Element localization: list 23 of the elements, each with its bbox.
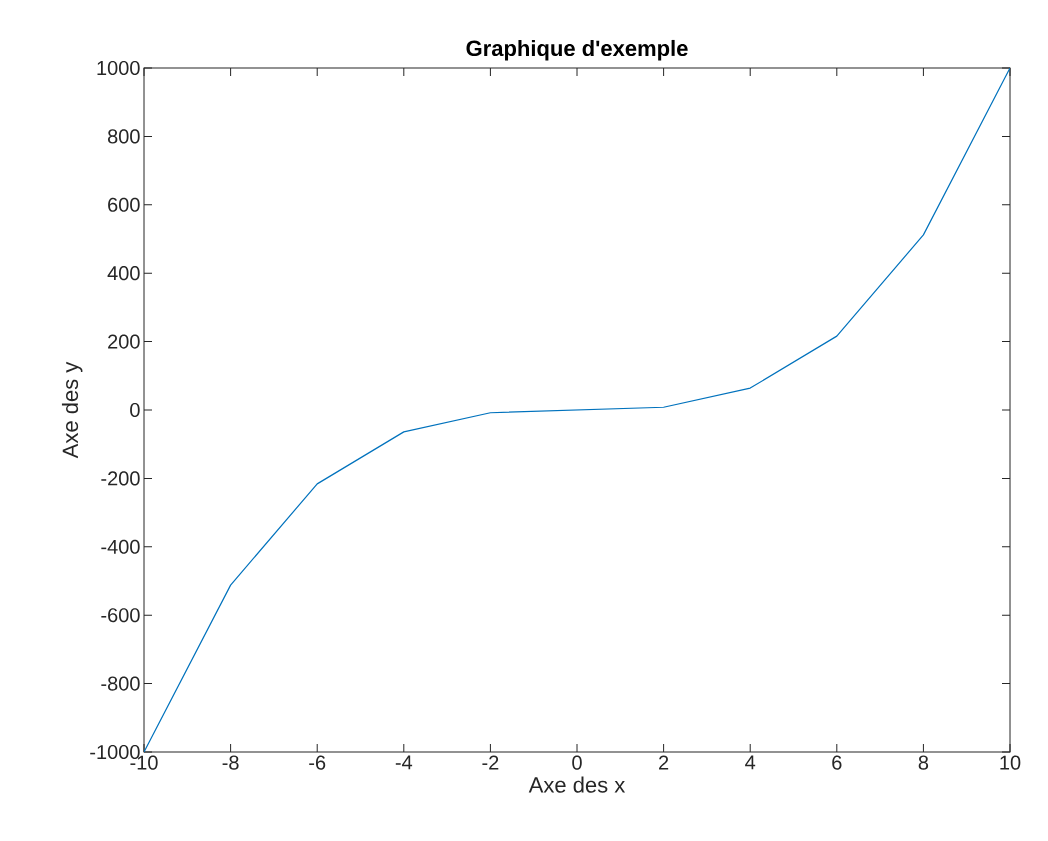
x-tick-label: -4: [395, 755, 413, 770]
y-tick-label: 800: [107, 129, 140, 144]
x-tick-label: 6: [832, 755, 842, 770]
x-tick-label: 2: [659, 755, 669, 770]
x-tick-label: 8: [918, 755, 929, 770]
x-axis-title: Axe des x: [528, 776, 626, 793]
x-tick-label: -2: [482, 755, 499, 770]
y-tick-label: -800: [101, 676, 140, 691]
x-tick-label: 4: [745, 755, 756, 770]
chart-title: Graphique d'exemple: [466, 39, 688, 61]
y-tick-label: -200: [101, 471, 140, 486]
y-tick-label: 1000: [97, 60, 140, 76]
y-tick-label: 200: [108, 334, 140, 349]
x-tick-label: -8: [222, 755, 239, 770]
y-tick-label: -400: [101, 539, 140, 554]
y-tick-label: -600: [101, 608, 140, 623]
y-tick-label: 400: [107, 266, 140, 281]
x-tick-label: 10: [1000, 755, 1021, 770]
y-tick-label: 0: [130, 402, 140, 418]
y-tick-label: 600: [108, 197, 140, 212]
y-axis-title: Axe des y: [61, 361, 83, 459]
x-tick-label: 0: [572, 755, 582, 770]
x-tick-label: -6: [309, 755, 326, 770]
